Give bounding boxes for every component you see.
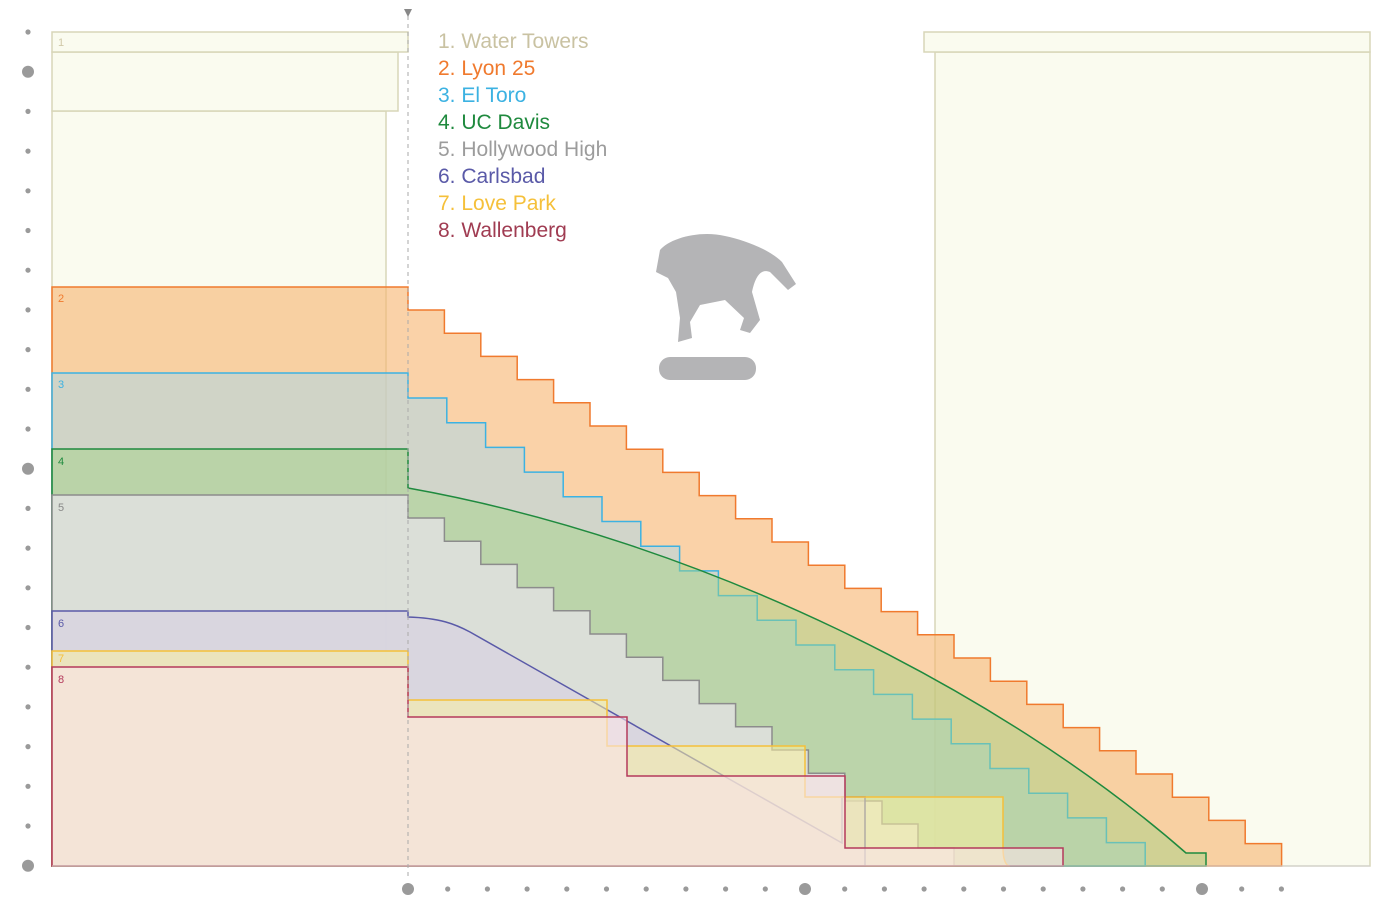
- vertical-axis-dot: [25, 108, 31, 114]
- legend-item-hollywood-high: 5. Hollywood High: [438, 138, 608, 161]
- vertical-axis-dot: [25, 545, 31, 551]
- horizontal-axis-dot: [881, 886, 888, 892]
- horizontal-axis-dot: [762, 886, 768, 892]
- legend-item-wallenberg: 8. Wallenberg: [438, 219, 567, 242]
- horizontal-axis-dot: [564, 886, 570, 892]
- horizontal-axis-dot: [842, 886, 848, 892]
- vertical-axis-dot: [22, 65, 34, 78]
- horizontal-axis-dot: [484, 886, 490, 892]
- triangle-down-icon: [404, 9, 412, 17]
- legend-item-el-toro: 3. El Toro: [438, 84, 527, 107]
- horizontal-axis-dot: [1159, 886, 1165, 892]
- vertical-axis-dot: [25, 386, 31, 392]
- vertical-axis-dot: [25, 347, 31, 353]
- horizontal-axis-dot: [603, 886, 610, 892]
- horizontal-axis-dot: [1000, 886, 1007, 892]
- vertical-axis-dot: [25, 624, 31, 631]
- vertical-axis-dot: [25, 307, 31, 313]
- horizontal-axis-dot: [1120, 886, 1126, 892]
- vertical-axis-dot: [25, 783, 31, 789]
- vertical-axis-dot: [25, 585, 31, 591]
- vertical-axis-dot: [22, 462, 34, 475]
- horizontal-axis-dot: [683, 886, 689, 892]
- band-label-6: 6: [58, 618, 64, 630]
- horizontal-axis-dot: [1196, 883, 1208, 895]
- band-label-1: 1: [58, 37, 64, 49]
- vertical-axis-dot: [25, 505, 31, 511]
- band-label-4: 4: [58, 456, 64, 468]
- horizontal-axis-dot: [1040, 886, 1046, 892]
- vertical-axis-dot: [25, 227, 31, 234]
- horizontal-axis-dot: [445, 886, 451, 892]
- band-label-8: 8: [58, 674, 64, 686]
- vertical-axis-dot: [25, 664, 31, 670]
- legend-item-love-park: 7. Love Park: [438, 192, 556, 215]
- horizontal-axis-dot: [1278, 886, 1284, 892]
- horizontal-axis-dot: [1239, 886, 1245, 892]
- vertical-axis-dot: [25, 267, 31, 273]
- legend-item-water-towers: 1. Water Towers: [438, 30, 589, 53]
- legend-item-lyon-25: 2. Lyon 25: [438, 57, 536, 80]
- band-label-7: 7: [58, 653, 64, 665]
- horizontal-axis-dot: [402, 883, 414, 895]
- band-label-3: 3: [58, 379, 64, 391]
- vertical-axis-dot: [25, 823, 31, 829]
- horizontal-axis-dot: [1080, 886, 1086, 892]
- horizontal-axis-dot: [799, 883, 811, 895]
- vertical-axis-dot: [25, 29, 31, 35]
- vertical-axis-dot: [25, 744, 31, 750]
- vertical-axis-dot: [25, 426, 31, 432]
- horizontal-axis-dot: [723, 886, 729, 892]
- legend-item-carlsbad: 6. Carlsbad: [438, 165, 546, 188]
- axis-dots: [22, 29, 1284, 895]
- horizontal-axis-dot: [643, 886, 649, 892]
- vertical-axis-dot: [25, 148, 31, 154]
- wallenberg-shape: [51, 666, 1064, 867]
- horizontal-axis-dot: [921, 886, 927, 892]
- vertical-axis-dot: [25, 188, 31, 194]
- legend: 1. Water Towers 2. Lyon 25 3. El Toro 4.…: [438, 28, 607, 244]
- band-label-5: 5: [58, 502, 64, 514]
- skateboarder-silhouette-icon: [656, 233, 796, 380]
- vertical-axis-dot: [22, 859, 34, 872]
- horizontal-axis-dot: [961, 886, 967, 892]
- vertical-axis-dot: [25, 704, 31, 710]
- horizontal-axis-dot: [524, 886, 530, 892]
- legend-item-uc-davis: 4. UC Davis: [438, 111, 551, 134]
- band-label-2: 2: [58, 293, 64, 305]
